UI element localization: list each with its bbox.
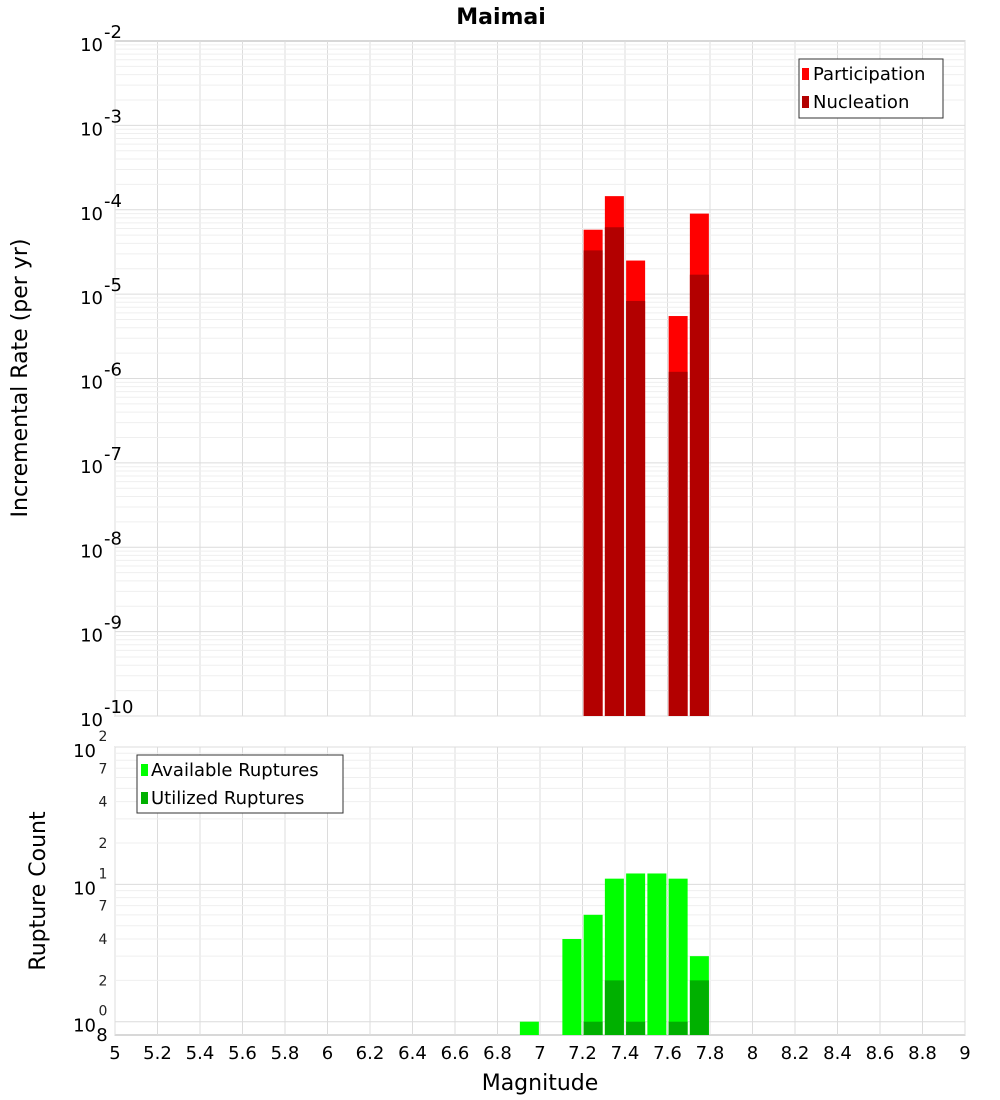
x-tick-label: 5.8	[271, 1043, 300, 1064]
x-axis-label: Magnitude	[482, 1071, 599, 1096]
legend-swatch-available	[141, 764, 148, 776]
rates-legend: Participation Nucleation	[798, 58, 944, 119]
rates-y-tick-label: 10	[80, 204, 103, 225]
rates-bars	[583, 196, 709, 717]
counts-legend-box	[136, 754, 344, 814]
chart-title: Maimai	[456, 5, 546, 30]
counts-grid	[114, 746, 966, 1035]
counts-legend: Available Ruptures Utilized Ruptures	[136, 754, 344, 814]
legend-swatch-participation	[802, 68, 809, 80]
x-tick-label: 6	[322, 1043, 333, 1064]
rates-y-tick-exponent: -5	[104, 275, 122, 296]
rates-y-tick-exponent: -2	[104, 22, 122, 43]
counts-y-tick-label: 10	[73, 1016, 96, 1037]
x-tick-label: 6.8	[483, 1043, 512, 1064]
rates-y-tick-exponent: -4	[104, 191, 122, 212]
counts-y-minor-tick-label: 2	[99, 973, 108, 989]
rates-legend-box	[798, 58, 944, 119]
counts-y-minor-tick-label: 4	[99, 795, 108, 811]
x-tick-label: 6.2	[356, 1043, 385, 1064]
counts-bars	[519, 873, 709, 1035]
nucleation-bar	[583, 250, 603, 717]
rates-y-tick-label: 10	[80, 35, 103, 56]
x-tick-label: 6.4	[398, 1043, 427, 1064]
x-tick-label: 7.2	[568, 1043, 597, 1064]
rates-y-tick-exponent: -10	[104, 697, 133, 718]
x-tick-label: 5.4	[186, 1043, 215, 1064]
available-ruptures-bar	[583, 914, 603, 1035]
available-ruptures-bar	[562, 939, 582, 1035]
counts-y-tick-label: 10	[73, 741, 96, 762]
legend-label-utilized: Utilized Ruptures	[151, 788, 304, 809]
x-tick-label: 9	[959, 1043, 970, 1064]
x-tick-label: 8.4	[823, 1043, 852, 1064]
rates-y-tick-exponent: -3	[104, 106, 122, 127]
rates-y-tick-label: 10	[80, 710, 103, 731]
x-tick-label: 8.6	[866, 1043, 895, 1064]
rates-y-tick-label: 10	[80, 373, 103, 394]
nucleation-bar	[604, 227, 624, 716]
legend-label-available: Available Ruptures	[151, 760, 319, 781]
utilized-ruptures-bar	[689, 980, 709, 1035]
nucleation-bar	[626, 300, 646, 716]
x-tick-label: 7.6	[653, 1043, 682, 1064]
counts-y-bottom-label: 8	[96, 1025, 107, 1046]
legend-label-nucleation: Nucleation	[813, 92, 909, 113]
counts-y-tick-exponent: 0	[99, 1004, 108, 1020]
rates-y-tick-label: 10	[80, 119, 103, 140]
legend-swatch-utilized	[141, 792, 148, 804]
x-axis-ticks: 5 5.2 5.4 5.6 5.8 6 6.2 6.4 6.6 6.8 7 7.2 7.4 7.6 7.8 8…	[109, 1043, 970, 1064]
x-tick-label: 5	[109, 1043, 120, 1064]
legend-swatch-nucleation	[802, 96, 809, 108]
rates-y-axis-label: Incremental Rate (per yr)	[8, 239, 33, 518]
counts-y-minor-tick-label: 4	[99, 932, 108, 948]
rates-y-tick-exponent: -8	[104, 528, 122, 549]
available-ruptures-bar	[647, 873, 667, 1035]
x-tick-label: 8	[747, 1043, 758, 1064]
utilized-ruptures-bar	[583, 1021, 603, 1035]
x-tick-label: 5.2	[143, 1043, 172, 1064]
rates-y-tick-label: 10	[80, 626, 103, 647]
rates-y-tick-exponent: -7	[104, 444, 122, 465]
nucleation-bar	[689, 274, 709, 716]
rates-y-tick-exponent: -6	[104, 360, 122, 381]
rates-y-tick-label: 10	[80, 288, 103, 309]
utilized-ruptures-bar	[668, 1021, 688, 1035]
available-ruptures-bar	[519, 1021, 539, 1035]
utilized-ruptures-bar	[604, 980, 624, 1035]
rates-y-tick-label: 10	[80, 541, 103, 562]
rates-y-tick-label: 10	[80, 457, 103, 478]
counts-y-tick-label: 10	[73, 878, 96, 899]
counts-y-axis-label: Rupture Count	[26, 811, 51, 971]
counts-y-tick-exponent: 2	[99, 729, 108, 745]
rates-grid	[114, 41, 966, 717]
x-tick-label: 8.2	[781, 1043, 810, 1064]
utilized-ruptures-bar	[626, 1021, 646, 1035]
nucleation-bar	[668, 371, 688, 716]
available-ruptures-bar	[668, 878, 688, 1035]
counts-y-minor-tick-label: 2	[99, 836, 108, 852]
x-tick-label: 7.8	[696, 1043, 725, 1064]
rates-y-tick-exponent: -9	[104, 613, 122, 634]
counts-y-minor-tick-label: 7	[99, 899, 108, 915]
x-tick-label: 8.8	[908, 1043, 937, 1064]
counts-y-minor-tick-label: 7	[99, 761, 108, 777]
x-tick-label: 5.6	[228, 1043, 257, 1064]
counts-y-tick-exponent: 1	[99, 866, 108, 882]
legend-label-participation: Participation	[813, 64, 925, 85]
x-tick-label: 7.4	[611, 1043, 640, 1064]
available-ruptures-bar	[626, 873, 646, 1035]
x-tick-label: 6.6	[441, 1043, 470, 1064]
x-tick-label: 7	[534, 1043, 545, 1064]
